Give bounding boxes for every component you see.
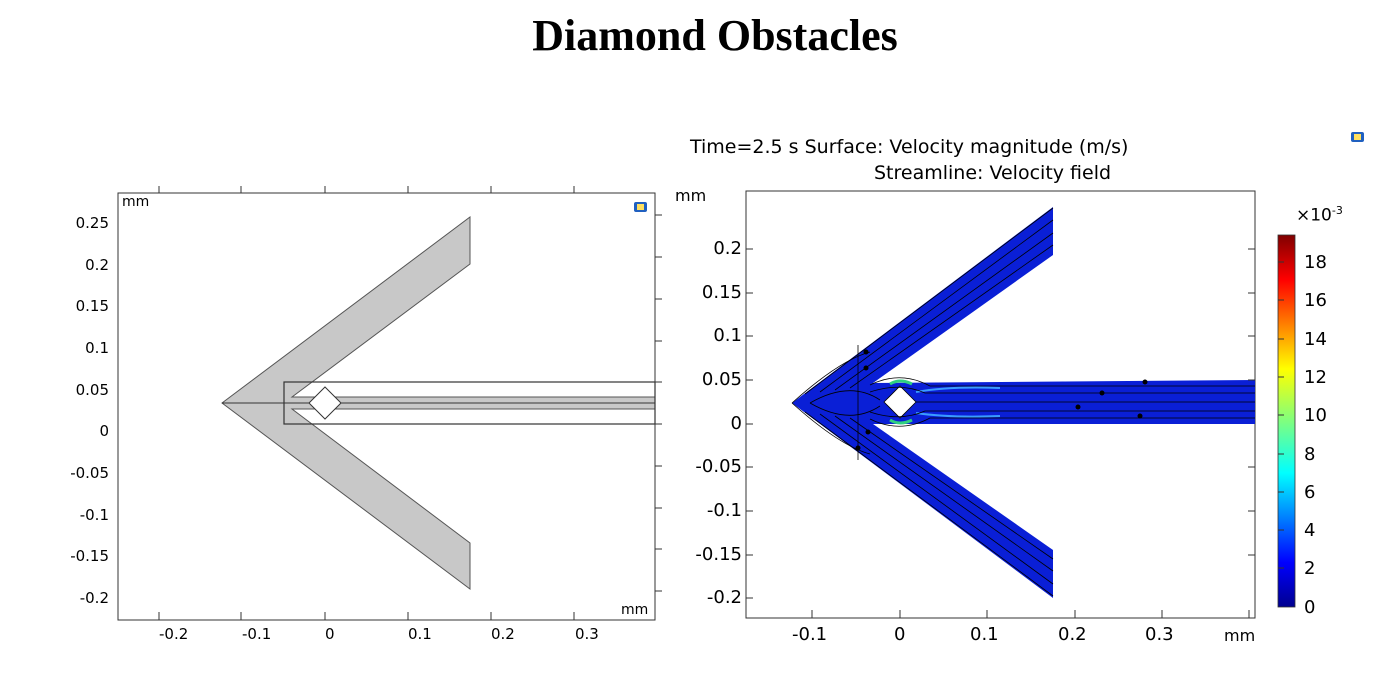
- right-x-unit: mm: [1224, 626, 1256, 645]
- left-x-tick: 0: [325, 625, 335, 643]
- left-x-unit: mm: [621, 602, 649, 618]
- colorbar-tick: 6: [1304, 482, 1316, 503]
- left-x-tick: 0.2: [491, 625, 515, 643]
- right-y-tick: -0.15: [695, 544, 742, 565]
- colorbar: [1277, 234, 1296, 608]
- right-y-tick: 0: [730, 413, 742, 434]
- right-x-tick: -0.1: [792, 624, 828, 645]
- left-y-unit: mm: [122, 194, 150, 210]
- colorbar-tick: 0: [1304, 597, 1316, 618]
- right-x-tick: 0.2: [1058, 624, 1087, 645]
- left-y-tick: -0.1: [79, 506, 109, 524]
- right-y-tick: 0.1: [713, 325, 742, 346]
- figure-title: Diamond Obstacles: [532, 11, 898, 60]
- left-x-tick: 0.1: [408, 625, 432, 643]
- left-y-tick: -0.05: [70, 464, 109, 482]
- colorbar-multiplier-base: ×10: [1296, 205, 1332, 226]
- velocity-hotspots: [889, 379, 1001, 425]
- right-x-tick: 0: [894, 624, 906, 645]
- right-plot-title-line2: Streamline: Velocity field: [874, 162, 1112, 184]
- right-comsol-icon: [1351, 132, 1364, 142]
- left-y-tick: 0.1: [85, 339, 109, 357]
- left-comsol-icon: [634, 202, 647, 212]
- right-y-ticks: [746, 248, 1255, 599]
- right-y-tick: 0.2: [713, 238, 742, 259]
- left-y-tick: -0.2: [79, 589, 109, 607]
- left-y-tick: -0.15: [70, 547, 109, 565]
- colorbar-tick: 12: [1304, 367, 1327, 388]
- left-x-tick: -0.2: [159, 625, 189, 643]
- right-x-tick: 0.1: [970, 624, 999, 645]
- left-y-tick: 0.05: [75, 381, 109, 399]
- diamond-obstacle: [883, 385, 917, 419]
- colorbar-gradient: [1277, 234, 1296, 608]
- colorbar-tick: 14: [1304, 329, 1327, 350]
- right-x-ticks: [811, 610, 1250, 618]
- left-diamond-obstacle: [308, 386, 342, 420]
- left-y-ticks: [655, 214, 662, 592]
- right-plot-title-line1: Time=2.5 s Surface: Velocity magnitude (…: [690, 136, 1129, 158]
- left-y-tick: 0: [99, 422, 109, 440]
- left-y-tick: 0.15: [75, 297, 109, 315]
- colorbar-tick: 8: [1304, 444, 1316, 465]
- colorbar-multiplier-exp: -3: [1331, 204, 1343, 217]
- left-x-tick: -0.1: [242, 625, 272, 643]
- left-y-tick: 0.25: [75, 214, 109, 232]
- right-y-unit: mm: [675, 186, 707, 205]
- left-x-tick: 0.3: [575, 625, 599, 643]
- velocity-surface: [792, 207, 1255, 598]
- colorbar-tick: 18: [1304, 252, 1327, 273]
- left-x-ticks: [158, 186, 575, 620]
- colorbar-tick: 4: [1304, 520, 1316, 541]
- right-plot: [745, 190, 1256, 619]
- right-x-tick: 0.3: [1145, 624, 1174, 645]
- right-y-tick: -0.05: [695, 456, 742, 477]
- right-y-tick: 0.05: [701, 369, 742, 390]
- colorbar-tick: 10: [1304, 405, 1327, 426]
- colorbar-tick: 2: [1304, 558, 1316, 579]
- left-y-tick: 0.2: [85, 256, 109, 274]
- right-y-tick: 0.15: [701, 282, 742, 303]
- streamlines: [791, 207, 1255, 597]
- right-y-tick: -0.1: [706, 500, 742, 521]
- colorbar-tick: 16: [1304, 290, 1327, 311]
- streamline-arrows: [855, 349, 1148, 451]
- colorbar-multiplier: ×10-3: [1296, 204, 1343, 226]
- left-plot: [117, 186, 662, 621]
- right-y-tick: -0.2: [706, 587, 742, 608]
